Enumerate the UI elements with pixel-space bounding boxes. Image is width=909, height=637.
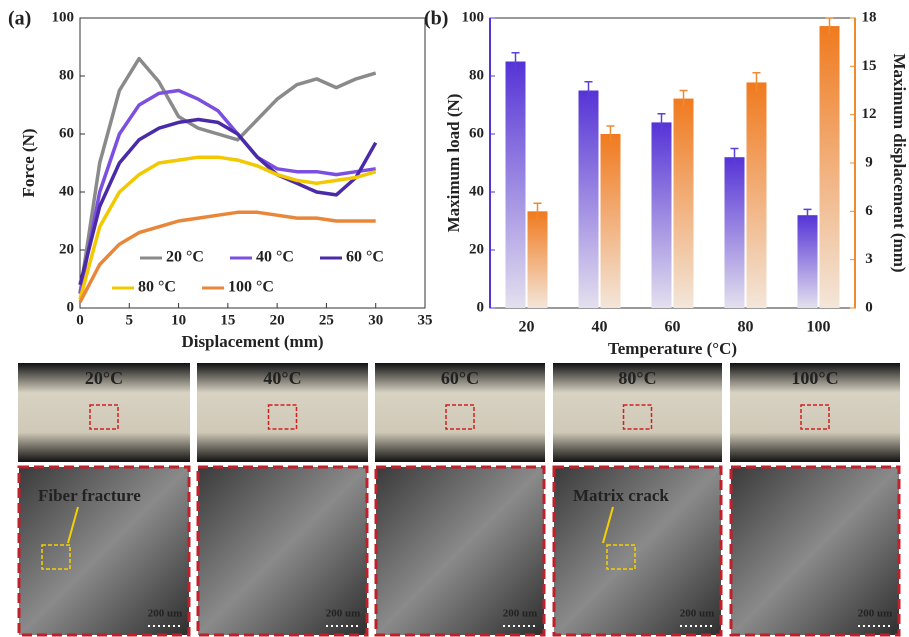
bar: [725, 157, 745, 308]
x-tick-label: 10: [171, 312, 186, 328]
temperature-label: 80°C: [618, 368, 656, 388]
bar: [579, 91, 599, 309]
legend-label: 100 °C: [228, 279, 274, 296]
y-axis-label: Maximum load (N): [444, 94, 463, 233]
bar: [747, 82, 767, 308]
scale-bar-label: 200 um: [326, 608, 361, 620]
y-tick-label: 0: [477, 299, 485, 315]
x-axis-label: Displacement (mm): [181, 332, 323, 351]
y2-tick-label: 18: [862, 9, 877, 25]
legend-label: 20 °C: [166, 249, 204, 266]
bar: [652, 122, 672, 308]
annotation: Fiber fracture: [38, 486, 141, 505]
x-tick-label: 5: [126, 312, 134, 328]
y-tick-label: 0: [67, 299, 75, 315]
y-tick-label: 40: [59, 183, 74, 199]
x-tick-label: 80: [738, 319, 754, 336]
y2-tick-label: 9: [865, 154, 873, 170]
temperature-label: 20°C: [85, 368, 123, 388]
bar: [798, 215, 818, 308]
y2-tick-label: 6: [865, 203, 873, 219]
y-tick-label: 60: [469, 125, 484, 141]
x-tick-label: 15: [220, 312, 235, 328]
line-series: [80, 91, 376, 294]
bar: [601, 134, 621, 308]
x-tick-label: 60: [665, 319, 681, 336]
panel-label: (b): [424, 8, 448, 30]
legend-label: 80 °C: [138, 279, 176, 296]
temperature-label: 60°C: [441, 368, 479, 388]
x-tick-label: 40: [592, 319, 608, 336]
x-tick-label: 100: [807, 319, 831, 336]
y-tick-label: 80: [59, 67, 74, 83]
bar: [820, 26, 840, 308]
y-tick-label: 40: [469, 183, 484, 199]
y-tick-label: 80: [469, 67, 484, 83]
bar: [506, 62, 526, 309]
y2-tick-label: 3: [865, 251, 873, 267]
bar: [674, 99, 694, 308]
annotation: Matrix crack: [573, 486, 669, 505]
x-tick-label: 30: [368, 312, 383, 328]
scale-bar-label: 200 um: [858, 608, 893, 620]
scale-bar-label: 200 um: [148, 608, 183, 620]
figure: (a)05101520253035020406080100Displacemen…: [0, 0, 909, 637]
y2-tick-label: 12: [862, 106, 877, 122]
legend-label: 60 °C: [346, 249, 384, 266]
y-tick-label: 60: [59, 125, 74, 141]
bar: [528, 211, 548, 308]
temperature-label: 40°C: [263, 368, 301, 388]
panel-label: (a): [8, 8, 31, 30]
scale-bar-label: 200 um: [503, 608, 538, 620]
y2-axis-label: Maximum displacement (mm): [890, 53, 909, 272]
x-tick-label: 25: [319, 312, 334, 328]
y-tick-label: 20: [469, 241, 484, 257]
y-axis-label: Force (N): [19, 128, 38, 197]
line-series: [80, 120, 376, 285]
y-tick-label: 100: [52, 9, 75, 25]
y2-tick-label: 0: [865, 299, 873, 315]
y-tick-label: 20: [59, 241, 74, 257]
x-tick-label: 35: [418, 312, 433, 328]
x-axis-label: Temperature (°C): [608, 339, 737, 358]
x-tick-label: 20: [270, 312, 285, 328]
scale-bar-label: 200 um: [680, 608, 715, 620]
temperature-label: 100°C: [791, 368, 838, 388]
x-tick-label: 20: [519, 319, 535, 336]
y-tick-label: 100: [462, 9, 485, 25]
y2-tick-label: 15: [862, 58, 877, 74]
x-tick-label: 0: [76, 312, 84, 328]
legend-label: 40 °C: [256, 249, 294, 266]
